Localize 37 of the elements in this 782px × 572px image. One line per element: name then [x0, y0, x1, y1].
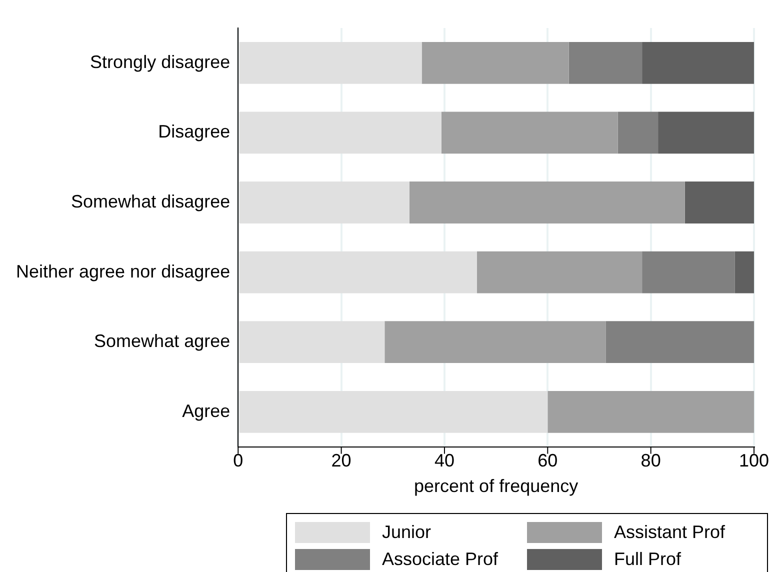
x-tick-label: 80 [640, 450, 661, 471]
bar [618, 112, 658, 154]
bar [239, 182, 410, 224]
y-tick-label: Disagree [158, 122, 230, 142]
bar [658, 112, 754, 154]
bar [239, 390, 548, 433]
x-tick-label: 100 [738, 450, 770, 471]
bar [606, 321, 754, 364]
legend-label: Junior [382, 522, 432, 543]
bar [568, 42, 642, 84]
bar [476, 251, 642, 294]
y-tick-label: Neither agree nor disagree [16, 261, 230, 282]
bar [642, 42, 754, 84]
legend-label: Associate Prof [382, 549, 498, 570]
legend-label: Full Prof [614, 549, 682, 570]
bar [684, 182, 754, 224]
bar [734, 251, 754, 294]
y-tick-label: Strongly disagree [90, 52, 230, 72]
x-tick-label: 40 [434, 450, 454, 471]
y-tick-label: Agree [182, 400, 230, 421]
bar [239, 321, 385, 364]
bar [422, 42, 569, 84]
bar [548, 390, 754, 433]
bar [239, 251, 477, 294]
x-tick-label: 0 [233, 450, 244, 471]
x-tick-label: 20 [331, 450, 352, 471]
bar [441, 112, 618, 154]
bar [239, 42, 422, 84]
bar [384, 321, 606, 364]
bar [409, 182, 685, 224]
x-axis-title: percent of frequency [414, 476, 578, 496]
bar [642, 251, 735, 294]
legend-label: Assistant Prof [614, 522, 726, 543]
x-tick-label: 60 [538, 450, 558, 471]
y-tick-label: Somewhat disagree [71, 191, 230, 212]
bar [239, 112, 442, 154]
y-tick-label: Somewhat agree [94, 331, 230, 352]
